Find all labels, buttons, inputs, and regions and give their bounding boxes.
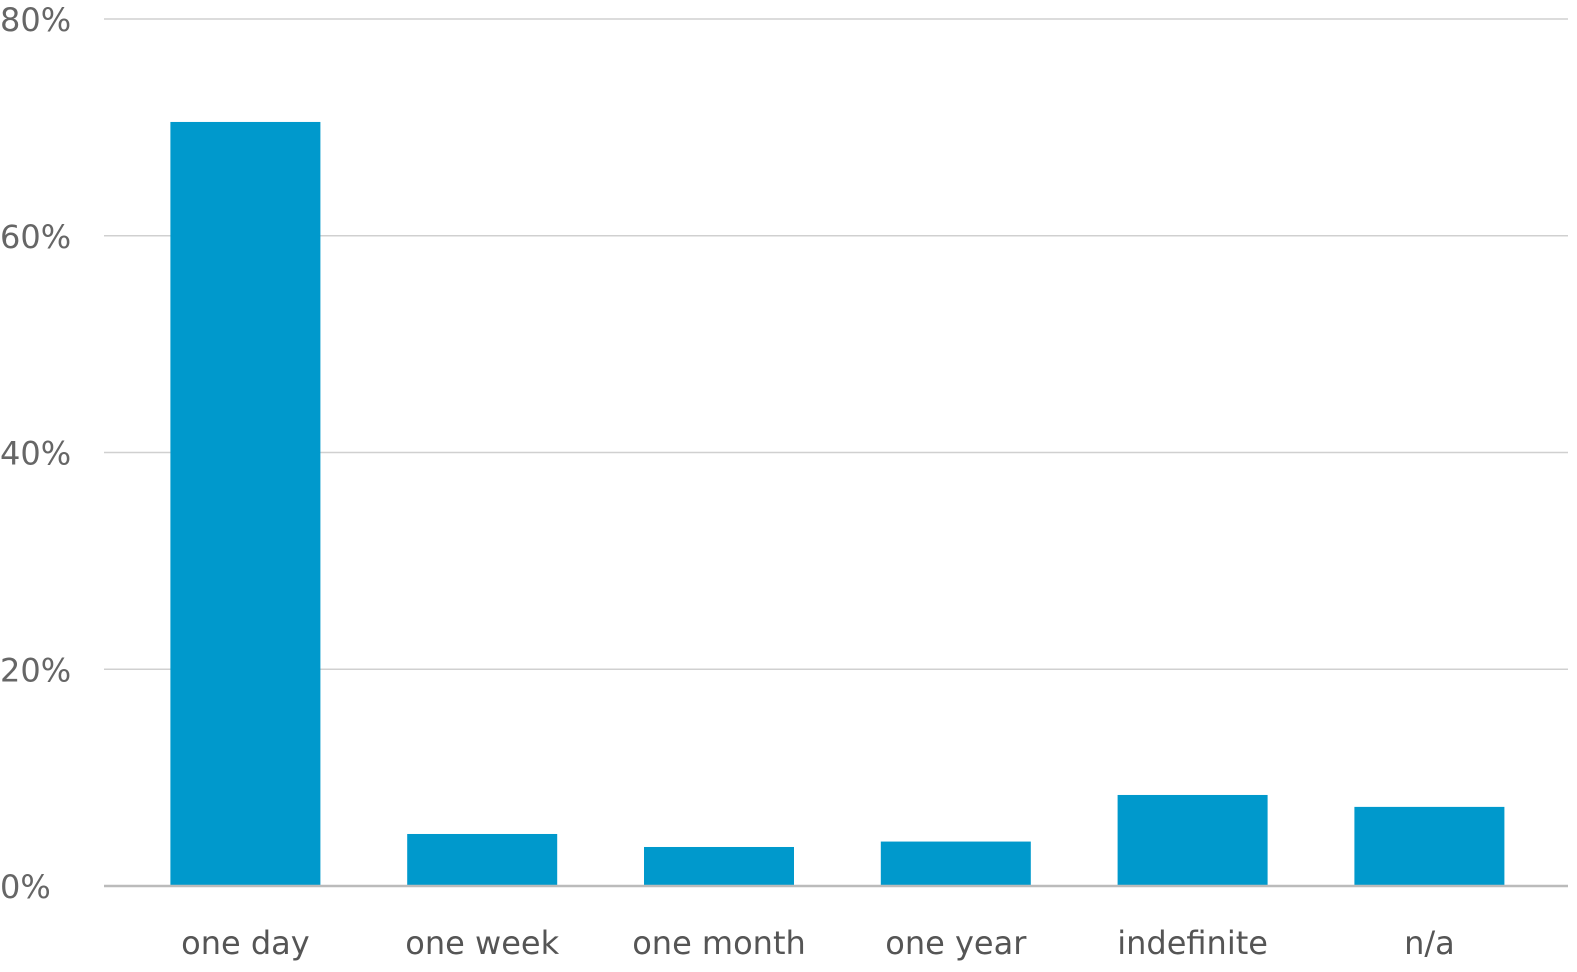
y-tick-label: 40%	[0, 435, 71, 473]
x-axis-category-labels: one day one week one month one year indefini…	[181, 924, 1455, 962]
y-tick-label: 80%	[0, 1, 71, 39]
bar-one-week	[407, 833, 558, 886]
x-category-label: one week	[405, 924, 559, 962]
y-tick-label: 0%	[0, 868, 51, 906]
bar-one-year	[880, 841, 1031, 886]
y-axis-tick-labels: 0% 20% 40% 60% 80%	[0, 1, 71, 906]
x-category-label: indefinite	[1117, 924, 1268, 962]
bar-indefinite	[1117, 794, 1268, 886]
x-category-label: n/a	[1404, 924, 1455, 962]
y-tick-label: 60%	[0, 218, 71, 256]
gridlines	[104, 18, 1568, 670]
bar-one-month	[644, 846, 794, 886]
y-tick-label: 20%	[0, 651, 71, 689]
bars	[170, 121, 1505, 887]
bar-one-day	[170, 121, 321, 887]
x-category-label: one day	[181, 924, 310, 962]
x-category-label: one month	[632, 924, 806, 962]
x-category-label: one year	[885, 924, 1027, 962]
bar-n-a	[1354, 806, 1505, 886]
